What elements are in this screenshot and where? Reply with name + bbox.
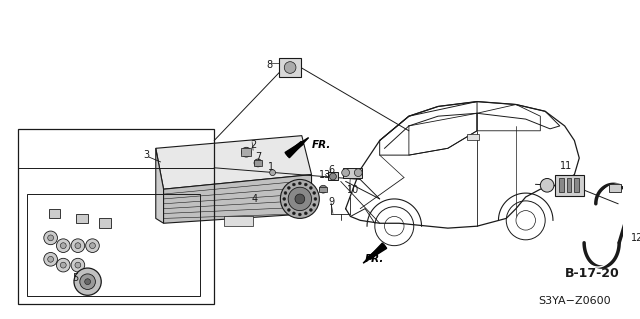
Circle shape [284,204,287,206]
Circle shape [319,185,327,193]
Polygon shape [164,174,312,223]
Bar [555,174,584,196]
Circle shape [305,212,307,215]
Polygon shape [363,243,387,263]
Circle shape [284,191,287,194]
Circle shape [71,258,84,272]
Circle shape [355,169,362,176]
Polygon shape [369,244,386,259]
Text: 4: 4 [251,194,257,204]
Circle shape [44,252,58,266]
Circle shape [288,187,312,211]
Text: 7: 7 [255,152,261,162]
Text: 13: 13 [319,170,332,180]
Circle shape [56,258,70,272]
Circle shape [287,186,291,189]
Text: 6: 6 [328,165,334,175]
Circle shape [56,239,70,252]
Bar [467,134,479,139]
Circle shape [330,173,337,180]
Circle shape [292,212,295,215]
Circle shape [287,209,291,211]
Polygon shape [156,136,312,189]
Bar [76,213,88,223]
Text: FR.: FR. [312,140,331,150]
Circle shape [342,169,349,176]
Circle shape [284,62,296,73]
Circle shape [540,179,554,192]
Circle shape [254,159,262,167]
Circle shape [280,180,319,219]
Circle shape [60,243,66,249]
Bar [328,172,338,181]
Circle shape [44,231,58,245]
Text: 1: 1 [268,162,274,172]
Bar [342,168,362,177]
Bar [99,219,111,228]
Text: 3: 3 [143,150,149,160]
Circle shape [241,147,251,157]
Bar [28,194,200,296]
Circle shape [86,239,99,252]
Bar [559,179,564,192]
Circle shape [84,279,90,285]
Circle shape [269,170,275,175]
Text: S3YA−Z0600: S3YA−Z0600 [538,296,611,306]
Text: 11: 11 [560,161,572,171]
Circle shape [309,209,312,211]
Bar [609,184,621,192]
Polygon shape [286,141,303,156]
Circle shape [313,204,316,206]
Bar [566,179,572,192]
Bar [224,217,253,226]
Polygon shape [285,137,308,158]
Circle shape [309,186,312,189]
Bar [49,209,60,219]
Circle shape [75,243,81,249]
Polygon shape [156,148,164,223]
Text: 5: 5 [72,273,78,283]
Circle shape [292,183,295,186]
Text: 10: 10 [347,185,359,195]
Bar [241,148,251,156]
Circle shape [305,183,307,186]
Text: 9: 9 [328,197,334,207]
Circle shape [314,197,317,200]
Circle shape [283,197,285,200]
Bar [280,58,301,77]
Bar [319,187,327,192]
Circle shape [75,262,81,268]
Circle shape [48,235,54,241]
Circle shape [48,256,54,262]
Circle shape [295,194,305,204]
Text: FR.: FR. [365,254,385,264]
Circle shape [298,182,301,185]
Circle shape [80,274,95,289]
Circle shape [74,268,101,295]
Circle shape [71,239,84,252]
Text: 12: 12 [631,233,640,243]
Bar [574,179,579,192]
Circle shape [90,243,95,249]
Text: 2: 2 [250,139,257,150]
Circle shape [298,213,301,216]
Circle shape [60,262,66,268]
Text: B-17-20: B-17-20 [564,267,620,280]
Bar [254,160,262,166]
Text: 8: 8 [267,60,273,70]
Circle shape [313,191,316,194]
Bar [17,129,214,304]
